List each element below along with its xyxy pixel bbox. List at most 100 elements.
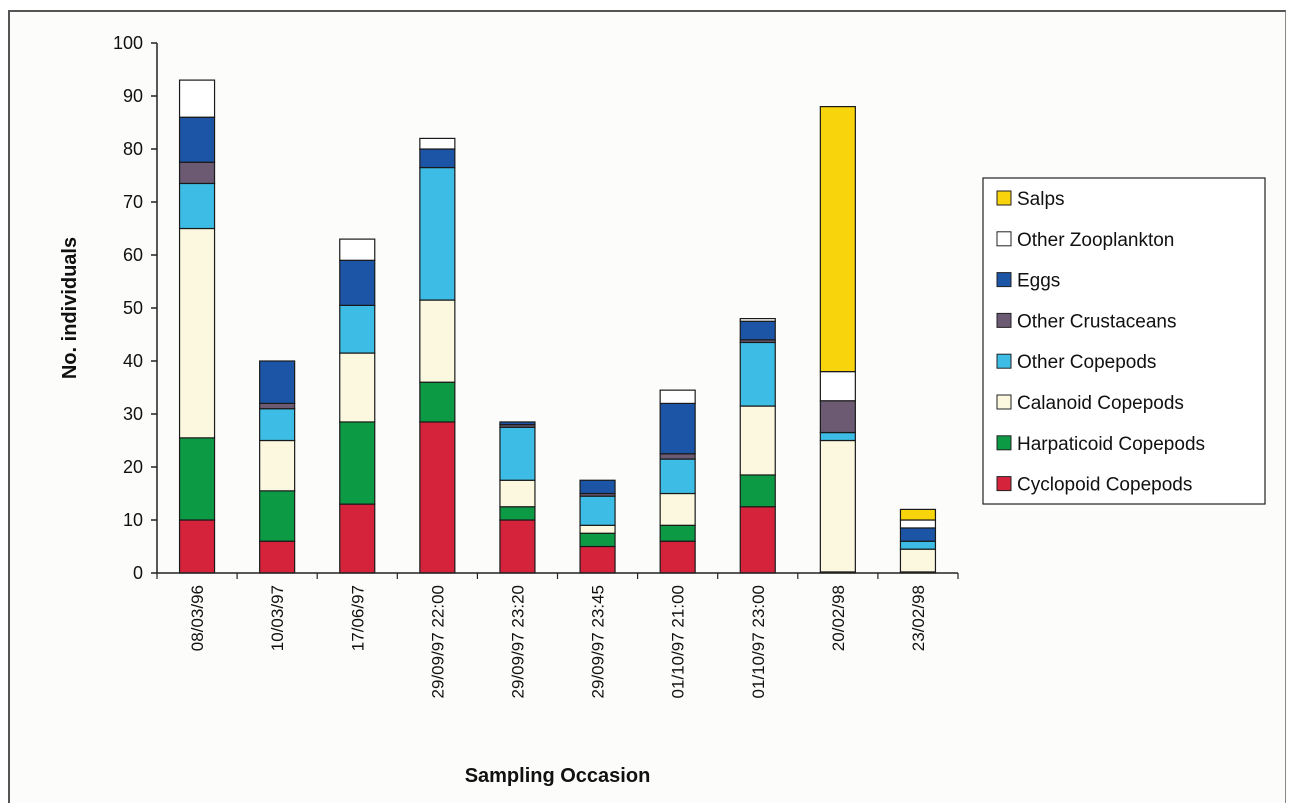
bar-segment <box>899 548 937 573</box>
bar-segment <box>339 238 376 261</box>
bar-segment <box>419 148 456 169</box>
bar-segment <box>178 519 216 574</box>
bar-segment <box>899 527 937 542</box>
bar-segment <box>178 437 216 521</box>
bar-segment <box>659 524 696 542</box>
bar-segment <box>739 320 776 341</box>
y-tick-label: 80 <box>123 139 143 159</box>
y-axis-ticks: 0 10 20 30 40 50 60 70 80 90 100 <box>113 33 157 583</box>
bar-segment <box>339 304 376 354</box>
legend-swatch <box>996 190 1012 206</box>
legend-label: Harpaticoid Copepods <box>1017 434 1205 455</box>
bar-segment <box>579 479 616 495</box>
bar-segment <box>819 371 856 402</box>
bar-segment <box>419 421 456 574</box>
bar-segment <box>259 360 296 405</box>
x-tick-label: 29/09/97 22:00 <box>428 585 447 698</box>
bar-segment <box>579 532 616 548</box>
bar-segment <box>339 352 376 423</box>
bar-segment <box>259 408 296 442</box>
y-tick-label: 100 <box>113 33 143 53</box>
bar-segment <box>739 405 776 476</box>
bar-segment <box>659 492 696 526</box>
bar-segment <box>339 503 376 574</box>
x-tick-label: 23/02/98 <box>909 585 928 651</box>
bar-segment <box>659 402 696 455</box>
bar-segment <box>739 341 776 407</box>
y-tick-label: 60 <box>123 245 143 265</box>
bar-segment <box>659 458 696 495</box>
bar-segment <box>178 161 216 185</box>
bar-segment <box>739 318 776 322</box>
bar-segment <box>659 389 696 404</box>
legend-label: Other Zooplankton <box>1017 230 1174 251</box>
x-tick-label: 29/09/97 23:20 <box>508 585 527 698</box>
bar-segment <box>499 519 536 574</box>
y-tick-label: 0 <box>133 563 143 583</box>
bar-segment <box>339 259 376 306</box>
x-tick-label: 20/02/98 <box>829 585 848 651</box>
x-tick-label: 10/03/97 <box>268 585 287 651</box>
bar-segment <box>178 116 216 163</box>
legend-box <box>982 177 1266 505</box>
bar-segment <box>499 479 536 508</box>
bar-segment <box>419 299 456 383</box>
bar-segment <box>178 182 216 230</box>
y-tick-label: 50 <box>123 298 143 318</box>
bar-segment <box>899 540 937 550</box>
legend-label: Other Copepods <box>1017 352 1156 373</box>
bar-segment <box>178 79 216 118</box>
x-tick-label: 29/09/97 23:45 <box>589 585 608 698</box>
bar-segment <box>819 431 856 442</box>
bar-segment <box>419 381 456 423</box>
y-tick-label: 70 <box>123 192 143 212</box>
legend-label: Eggs <box>1017 271 1060 292</box>
bar-segment <box>499 421 536 426</box>
bar-segment <box>579 524 616 534</box>
bar-segment <box>739 474 776 508</box>
y-axis-title: No. individuals <box>59 237 81 379</box>
legend-swatch <box>996 312 1012 328</box>
bar-segment <box>499 426 536 481</box>
y-tick-label: 40 <box>123 351 143 371</box>
legend-swatch <box>996 435 1012 451</box>
x-tick-label: 08/03/96 <box>188 585 207 651</box>
bar-segment <box>259 540 296 574</box>
bar-segment <box>259 402 296 410</box>
x-axis-tick-labels: 08/03/96 10/03/97 17/06/97 29/09/97 22:00 29… <box>156 573 959 698</box>
x-tick-label: 01/10/97 23:00 <box>749 585 768 698</box>
bar-segment <box>899 508 937 521</box>
legend-swatch <box>996 476 1012 492</box>
y-tick-label: 30 <box>123 404 143 424</box>
bar-segment <box>899 519 937 529</box>
bar-segment <box>178 227 216 439</box>
bar-segment <box>579 545 616 574</box>
x-axis-title: Sampling Occasion <box>465 765 651 787</box>
legend-swatch <box>996 272 1012 288</box>
bar-segment <box>819 400 856 434</box>
bar-segment <box>659 540 696 574</box>
legend-swatch <box>996 231 1012 247</box>
bar-segment <box>419 166 456 301</box>
bar-segment <box>499 506 536 521</box>
bar-stacks <box>178 79 937 574</box>
bar-segment <box>419 137 456 150</box>
bar-segment <box>659 453 696 460</box>
legend-swatch <box>996 353 1012 369</box>
bar-segment <box>579 495 616 526</box>
legend-label: Calanoid Copepods <box>1017 393 1184 414</box>
bar-segment <box>339 421 376 505</box>
x-tick-label: 17/06/97 <box>348 585 367 651</box>
legend-swatch <box>996 394 1012 410</box>
bar-segment <box>259 439 296 492</box>
bar-segment <box>259 490 296 542</box>
x-tick-label: 01/10/97 21:00 <box>669 585 688 698</box>
bar-segment <box>739 506 776 574</box>
legend-label: Other Crustaceans <box>1017 311 1176 332</box>
y-tick-label: 90 <box>123 86 143 106</box>
y-tick-label: 20 <box>123 457 143 477</box>
y-tick-label: 10 <box>123 510 143 530</box>
legend: Salps Other Zooplankton Eggs Other Crustace… <box>982 177 1266 505</box>
bar-segment <box>819 439 856 573</box>
